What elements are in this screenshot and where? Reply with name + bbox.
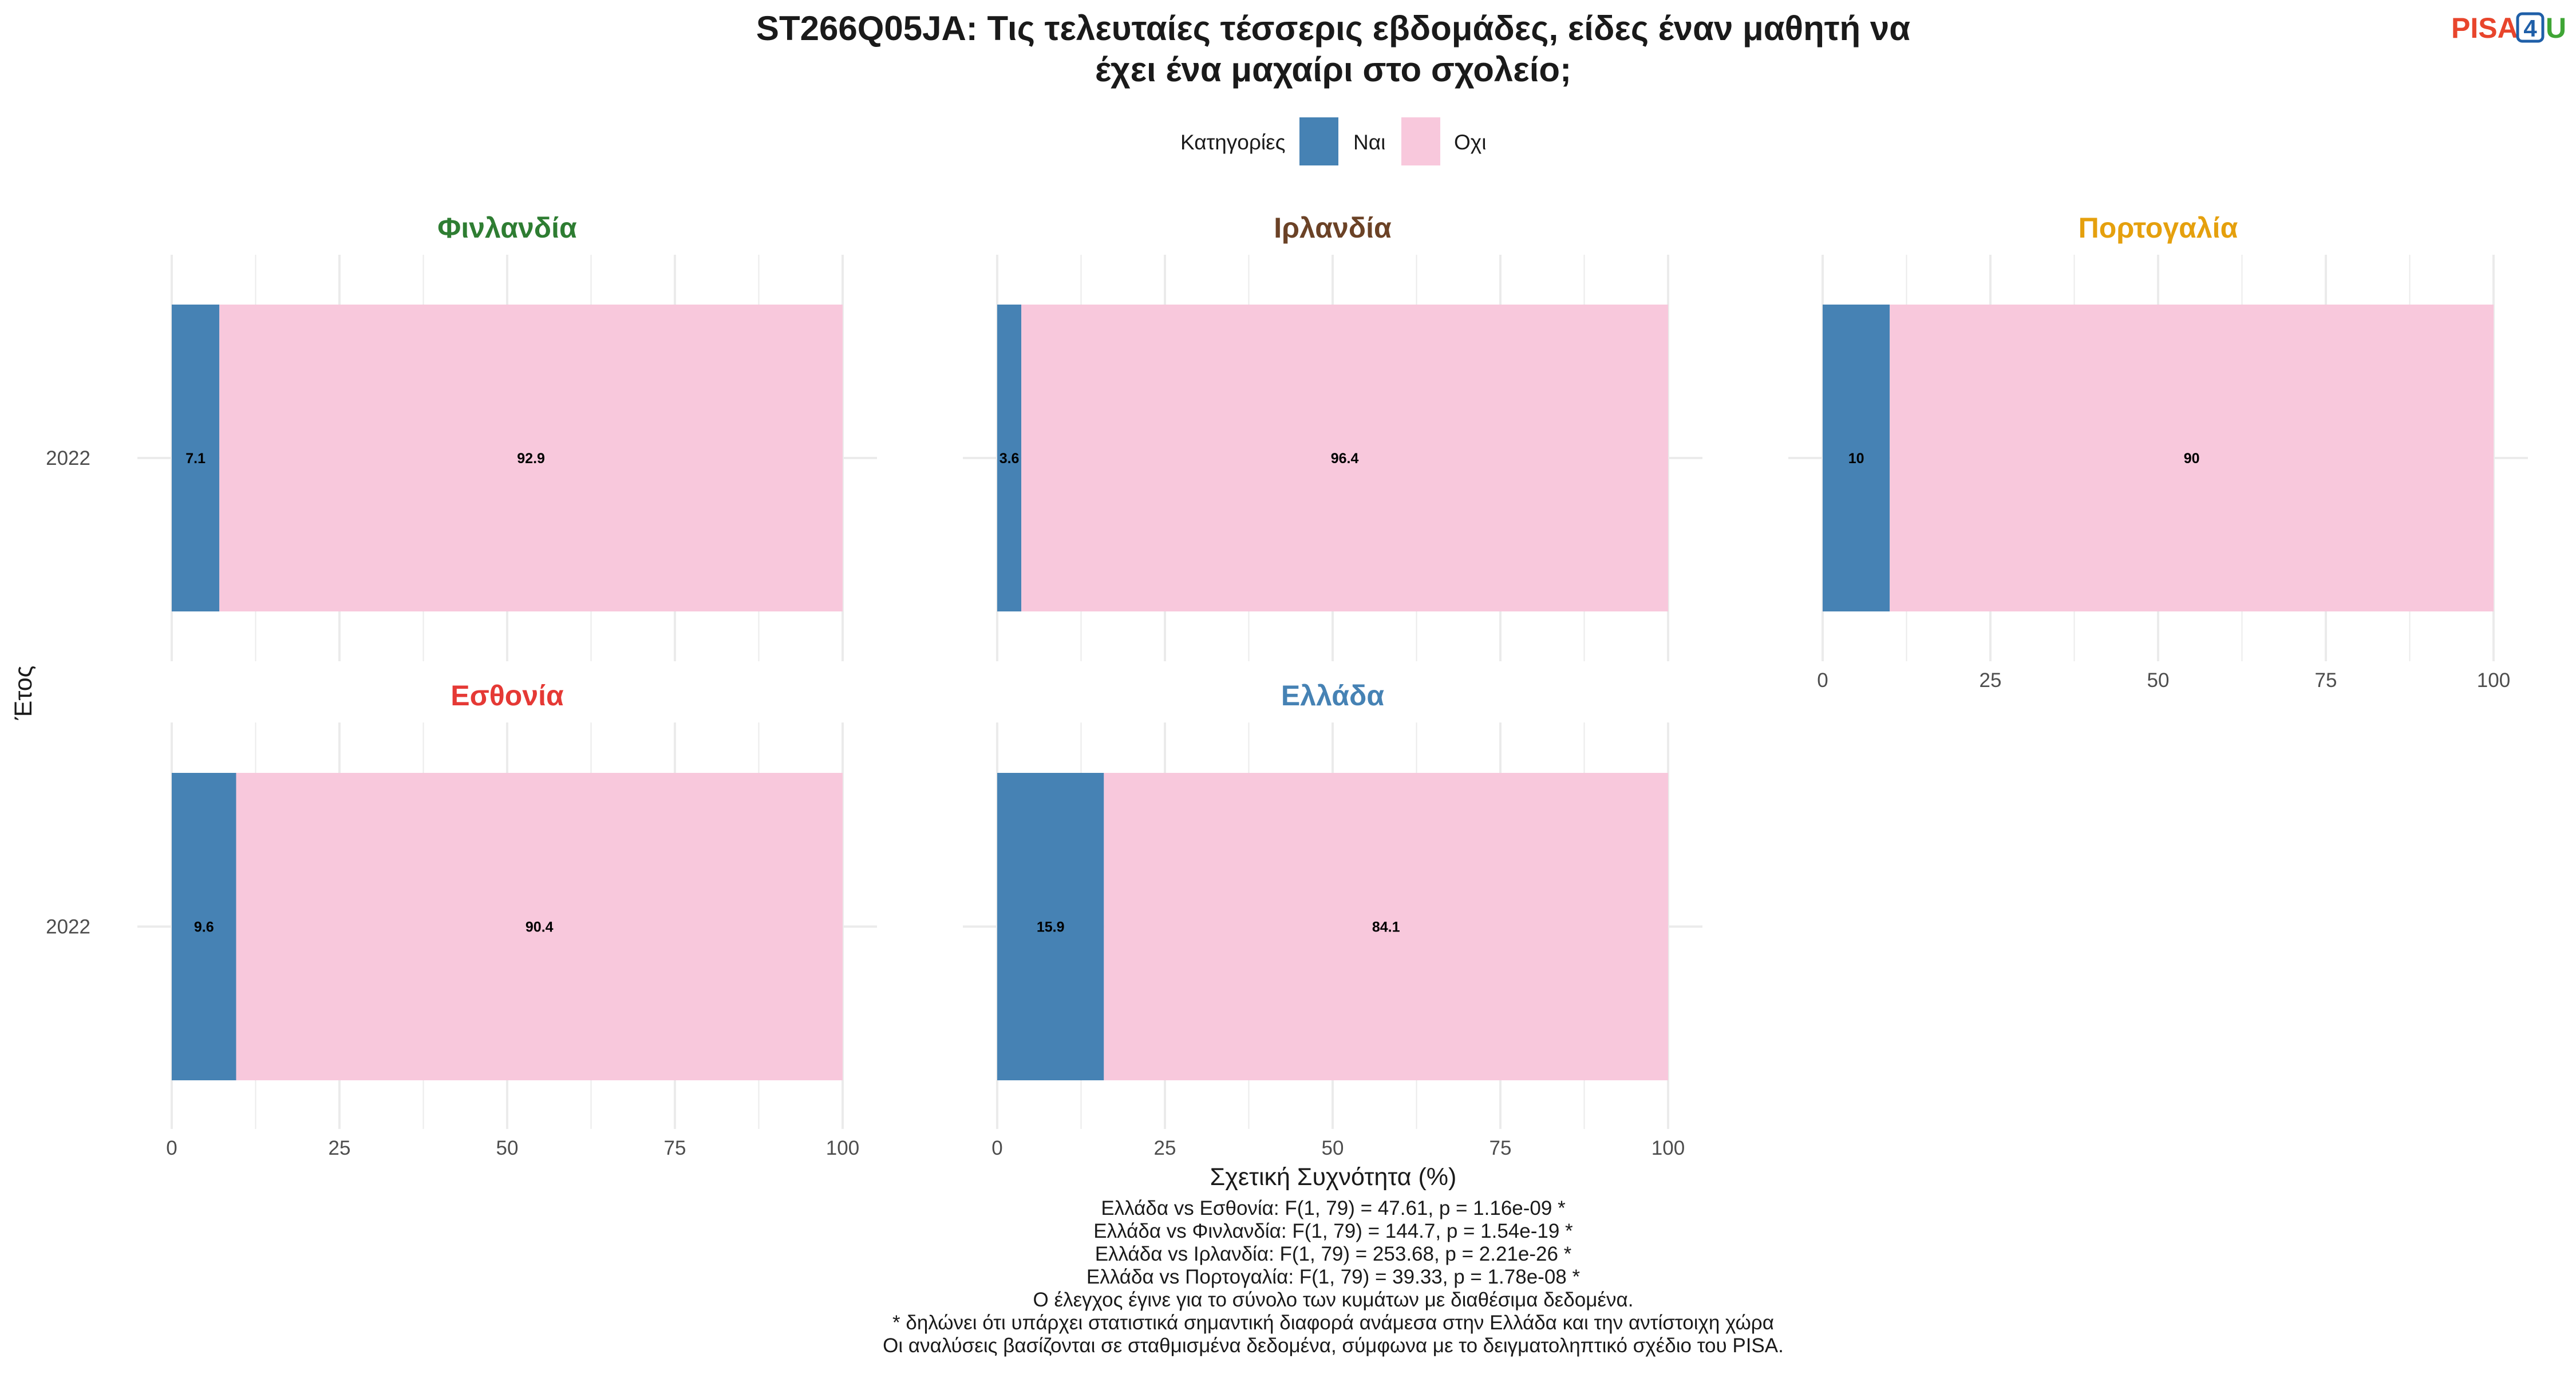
y-tick-label: 2022 [46, 916, 90, 938]
x-tick-label: 25 [329, 1137, 351, 1159]
bar-label: 10 [1848, 451, 1864, 467]
caption-line-4: Ελλάδα vs Πορτογαλία: F(1, 79) = 39.33, … [1086, 1266, 1581, 1288]
caption-line-7: Οι αναλύσεις βασίζονται σε σταθμισμένα δ… [883, 1334, 1784, 1357]
facet-panel-2: Ιρλανδία 3.6 96.4 [963, 212, 1702, 661]
pisa4u-logo: PISA 4 U [2451, 12, 2566, 44]
facet-panel-4: Εσθονία 9.6 90.4 2022 0 25 50 75 100 [46, 680, 877, 1159]
logo-box [2516, 12, 2545, 43]
legend-swatch-nai [1299, 117, 1338, 165]
bar-label: 9.6 [194, 919, 214, 935]
chart-title-line-2: έχει ένα μαχαίρι στο σχολείο; [1095, 50, 1571, 89]
x-tick-label: 100 [1652, 1137, 1685, 1159]
bar-label: 90.4 [526, 919, 554, 935]
caption-line-3: Ελλάδα vs Ιρλανδία: F(1, 79) = 253.68, p… [1095, 1243, 1572, 1265]
caption-line-5: Ο έλεγχος έγινε για το σύνολο των κυμάτω… [1033, 1289, 1634, 1311]
x-tick-label: 100 [2477, 669, 2510, 692]
bar-segment-nai [172, 305, 220, 611]
x-tick-label: 100 [826, 1137, 859, 1159]
x-tick-label: 25 [1980, 669, 2002, 692]
legend-title: Κατηγορίες [1180, 131, 1285, 154]
x-axis-label: Σχετική Συχνότητα (%) [1210, 1163, 1457, 1191]
facet-panel-3: Πορτογαλία 10 90 0 25 50 75 100 [1788, 212, 2528, 692]
facet-title: Ιρλανδία [1274, 212, 1392, 244]
caption: Ελλάδα vs Εσθονία: F(1, 79) = 47.61, p =… [883, 1197, 1784, 1357]
legend: Κατηγορίες Ναι Οχι [1180, 117, 1486, 165]
y-tick-label: 2022 [46, 447, 90, 469]
logo-text-pisa: PISA [2451, 12, 2518, 44]
legend-label-nai: Ναι [1353, 131, 1385, 154]
bar-label: 92.9 [517, 451, 545, 467]
y-axis-label: Έτος [10, 666, 37, 721]
bar-label: 96.4 [1331, 451, 1359, 467]
x-tick-label: 50 [1322, 1137, 1344, 1159]
x-tick-label: 0 [991, 1137, 1002, 1159]
x-tick-label: 50 [496, 1137, 519, 1159]
caption-line-1: Ελλάδα vs Εσθονία: F(1, 79) = 47.61, p =… [1101, 1197, 1566, 1219]
facet-title: Εσθονία [451, 680, 564, 712]
bar-segment-ochi [236, 773, 843, 1080]
x-tick-label: 75 [664, 1137, 686, 1159]
bar-label: 90 [2184, 451, 2200, 467]
facet-panel-5: Ελλάδα 15.9 84.1 0 25 50 75 100 [963, 680, 1702, 1159]
x-tick-label: 50 [2147, 669, 2170, 692]
logo-text-4: 4 [2523, 15, 2537, 42]
legend-swatch-ochi [1401, 117, 1440, 165]
bar-segment-ochi [1890, 305, 2494, 611]
bar-segment-nai [997, 773, 1104, 1080]
bar-segment-ochi [1104, 773, 1668, 1080]
x-tick-label: 25 [1154, 1137, 1176, 1159]
facet-title: Φινλανδία [437, 212, 577, 244]
x-tick-label: 0 [1817, 669, 1828, 692]
bar-label: 15.9 [1037, 919, 1065, 935]
bar-segment-ochi [219, 305, 843, 611]
bar-label: 3.6 [999, 451, 1020, 467]
logo-text-u: U [2546, 12, 2566, 44]
bar-segment-nai [172, 773, 236, 1080]
x-tick-label: 75 [1490, 1137, 1512, 1159]
facet-title: Πορτογαλία [2079, 212, 2238, 244]
caption-line-2: Ελλάδα vs Φινλανδία: F(1, 79) = 144.7, p… [1093, 1220, 1573, 1242]
facet-title: Ελλάδα [1281, 680, 1384, 712]
bar-segment-ochi [1021, 305, 1668, 611]
bar-label: 84.1 [1372, 919, 1400, 935]
caption-line-6: * δηλώνει ότι υπάρχει στατιστικά σημαντι… [892, 1312, 1774, 1334]
facet-panel-1: Φινλανδία 7.1 92.9 2022 [46, 212, 877, 661]
x-tick-label: 75 [2315, 669, 2337, 692]
chart-title-line-1: ST266Q05JA: Τις τελευταίες τέσσερις εβδο… [756, 9, 1910, 48]
bar-label: 7.1 [185, 451, 206, 467]
bar-segment-nai [1823, 305, 1890, 611]
bar-segment-nai [997, 305, 1022, 611]
legend-label-ochi: Οχι [1454, 131, 1486, 154]
x-tick-label: 0 [166, 1137, 177, 1159]
